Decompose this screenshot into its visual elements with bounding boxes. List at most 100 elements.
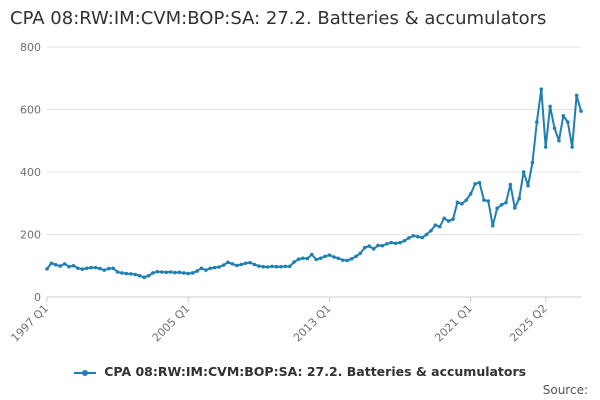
data-point[interactable]	[517, 196, 522, 201]
data-point[interactable]	[155, 269, 160, 274]
data-point[interactable]	[477, 180, 482, 185]
data-point[interactable]	[173, 270, 177, 275]
data-point[interactable]	[460, 202, 464, 206]
data-point[interactable]	[552, 126, 557, 131]
data-point[interactable]	[274, 264, 279, 269]
data-point[interactable]	[305, 256, 310, 261]
data-point[interactable]	[239, 262, 243, 267]
data-point[interactable]	[221, 263, 226, 267]
data-point[interactable]	[287, 264, 292, 269]
data-point[interactable]	[212, 265, 217, 270]
data-point[interactable]	[257, 264, 261, 268]
data-point[interactable]	[164, 270, 168, 275]
data-point[interactable]	[367, 244, 371, 248]
data-point[interactable]	[574, 93, 579, 98]
data-point[interactable]	[499, 203, 504, 207]
data-point[interactable]	[446, 219, 451, 223]
data-point[interactable]	[111, 266, 115, 271]
data-point[interactable]	[437, 224, 442, 229]
data-point[interactable]	[301, 256, 305, 261]
data-point[interactable]	[513, 206, 517, 210]
data-point[interactable]	[226, 260, 230, 265]
data-point[interactable]	[380, 243, 385, 248]
data-point[interactable]	[323, 254, 327, 259]
data-point[interactable]	[67, 264, 71, 269]
data-point[interactable]	[358, 251, 363, 256]
data-point[interactable]	[473, 182, 477, 186]
data-point[interactable]	[420, 235, 424, 240]
data-point[interactable]	[565, 120, 570, 124]
data-point[interactable]	[429, 228, 433, 233]
data-point[interactable]	[283, 264, 288, 269]
data-point[interactable]	[526, 183, 530, 188]
data-point[interactable]	[151, 271, 155, 275]
data-point[interactable]	[424, 232, 429, 237]
data-point[interactable]	[433, 223, 438, 227]
data-point[interactable]	[279, 264, 283, 269]
data-point[interactable]	[557, 138, 561, 143]
data-point[interactable]	[535, 120, 539, 124]
data-point[interactable]	[190, 271, 195, 275]
data-point[interactable]	[265, 265, 270, 269]
data-point[interactable]	[340, 258, 345, 262]
data-point[interactable]	[292, 260, 296, 264]
data-point[interactable]	[327, 253, 332, 257]
data-point[interactable]	[296, 257, 301, 261]
data-point[interactable]	[217, 265, 221, 269]
data-point[interactable]	[177, 270, 182, 275]
data-point[interactable]	[371, 247, 376, 251]
data-point[interactable]	[309, 252, 314, 257]
data-point[interactable]	[133, 272, 138, 277]
data-point[interactable]	[482, 198, 486, 202]
data-point[interactable]	[490, 223, 495, 228]
data-point[interactable]	[58, 264, 63, 268]
data-point[interactable]	[548, 104, 552, 109]
data-point[interactable]	[345, 258, 349, 263]
data-point[interactable]	[455, 200, 460, 205]
data-point[interactable]	[89, 265, 93, 270]
data-point[interactable]	[464, 198, 469, 202]
data-point[interactable]	[234, 263, 239, 268]
data-point[interactable]	[407, 236, 411, 240]
data-point[interactable]	[49, 261, 54, 266]
data-point[interactable]	[570, 145, 574, 149]
data-point[interactable]	[54, 263, 58, 267]
data-point[interactable]	[76, 266, 80, 271]
data-point[interactable]	[252, 262, 257, 267]
data-point[interactable]	[45, 267, 49, 271]
data-point[interactable]	[415, 234, 420, 239]
data-point[interactable]	[354, 254, 358, 259]
data-point[interactable]	[504, 200, 508, 205]
data-point[interactable]	[120, 271, 124, 275]
data-point[interactable]	[336, 256, 341, 261]
data-point[interactable]	[71, 263, 76, 268]
data-point[interactable]	[146, 273, 151, 278]
data-point[interactable]	[124, 271, 129, 276]
data-point[interactable]	[539, 87, 544, 91]
data-point[interactable]	[376, 243, 380, 248]
data-point[interactable]	[349, 257, 354, 261]
data-point[interactable]	[248, 260, 252, 265]
data-point[interactable]	[411, 233, 416, 238]
data-point[interactable]	[115, 270, 120, 274]
data-point[interactable]	[199, 266, 204, 271]
data-point[interactable]	[230, 262, 235, 266]
data-point[interactable]	[243, 261, 248, 266]
data-point[interactable]	[442, 216, 446, 221]
data-point[interactable]	[270, 264, 274, 269]
data-point[interactable]	[530, 160, 535, 165]
data-point[interactable]	[521, 170, 526, 174]
data-point[interactable]	[561, 113, 566, 118]
data-point[interactable]	[208, 266, 213, 271]
data-point[interactable]	[159, 270, 164, 274]
data-point[interactable]	[84, 266, 89, 271]
data-point[interactable]	[362, 245, 367, 250]
data-point[interactable]	[486, 199, 491, 203]
data-point[interactable]	[186, 271, 191, 276]
data-point[interactable]	[385, 242, 389, 246]
data-point[interactable]	[579, 109, 583, 113]
data-point[interactable]	[168, 270, 173, 274]
data-point[interactable]	[495, 206, 499, 211]
data-point[interactable]	[129, 272, 133, 276]
data-point[interactable]	[398, 240, 402, 245]
